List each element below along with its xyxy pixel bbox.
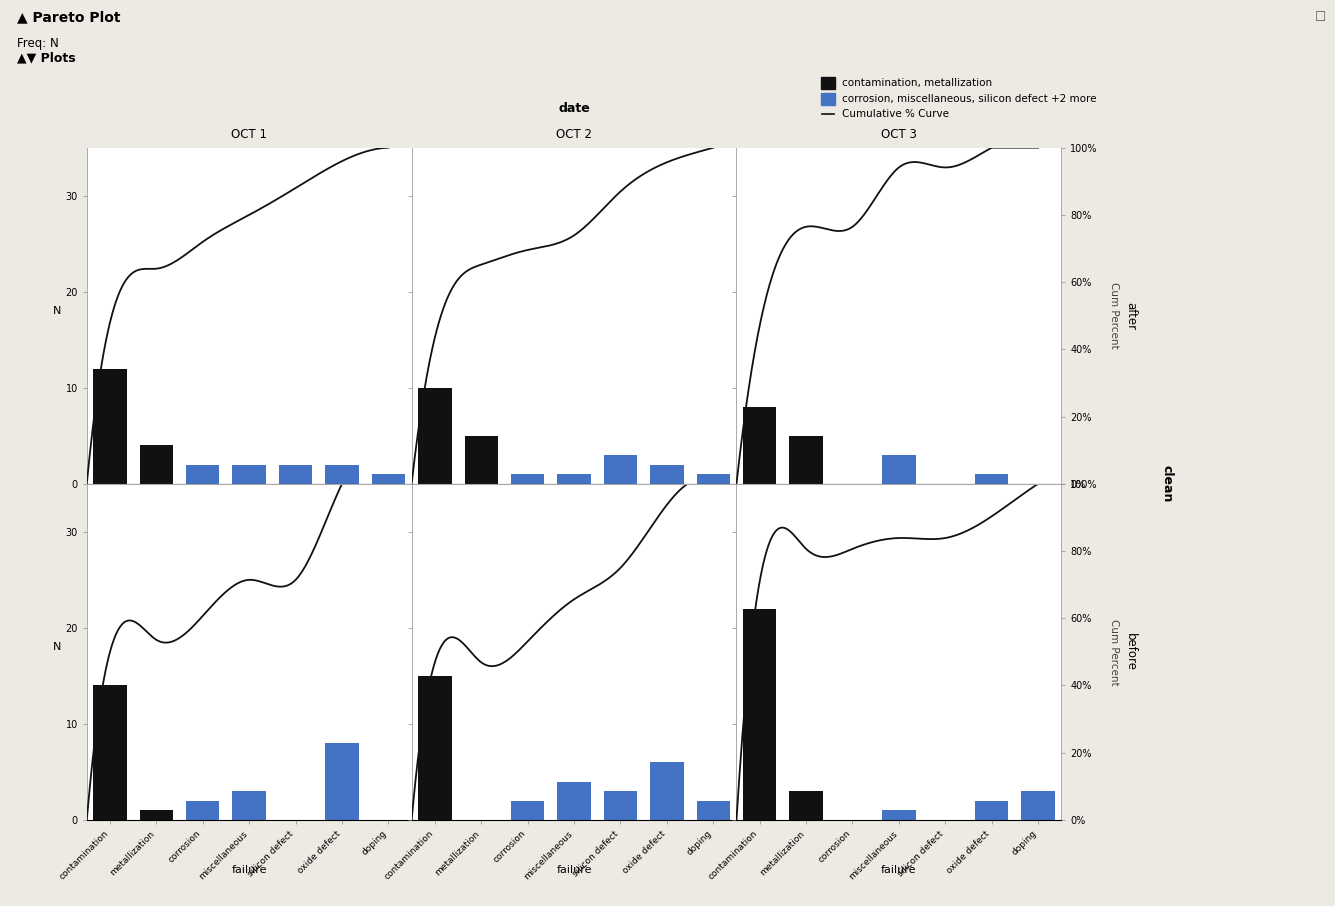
Bar bbox=[650, 762, 684, 820]
Bar bbox=[465, 436, 498, 484]
Y-axis label: N: N bbox=[53, 305, 61, 316]
Bar bbox=[603, 455, 637, 484]
Bar bbox=[697, 474, 730, 484]
Bar bbox=[371, 474, 405, 484]
Bar bbox=[279, 465, 312, 484]
Bar bbox=[1021, 791, 1055, 820]
Bar bbox=[418, 388, 451, 484]
Bar bbox=[975, 474, 1008, 484]
Text: Cum Percent: Cum Percent bbox=[1109, 283, 1119, 349]
Text: Cum Percent: Cum Percent bbox=[1109, 619, 1119, 685]
Text: failure: failure bbox=[881, 864, 917, 875]
Bar bbox=[140, 446, 174, 484]
Text: corrosion, miscellaneous, silicon defect +2 more: corrosion, miscellaneous, silicon defect… bbox=[841, 93, 1096, 103]
Text: OCT 1: OCT 1 bbox=[231, 129, 267, 141]
Text: OCT 2: OCT 2 bbox=[557, 129, 591, 141]
Text: Cumulative % Curve: Cumulative % Curve bbox=[841, 109, 949, 119]
Text: clean: clean bbox=[1160, 465, 1173, 503]
Bar bbox=[603, 791, 637, 820]
Bar bbox=[93, 686, 127, 820]
Text: date: date bbox=[558, 102, 590, 115]
Bar bbox=[882, 455, 916, 484]
Bar bbox=[789, 791, 822, 820]
Bar bbox=[93, 369, 127, 484]
Bar bbox=[557, 782, 591, 820]
Bar bbox=[232, 465, 266, 484]
Bar bbox=[789, 436, 822, 484]
Bar bbox=[975, 801, 1008, 820]
Bar bbox=[882, 810, 916, 820]
Text: after: after bbox=[1124, 302, 1137, 330]
Text: ▲ Pareto Plot: ▲ Pareto Plot bbox=[17, 10, 121, 24]
Bar bbox=[511, 474, 545, 484]
Text: contamination, metallization: contamination, metallization bbox=[841, 78, 992, 89]
Text: before: before bbox=[1124, 633, 1137, 670]
Text: failure: failure bbox=[231, 864, 267, 875]
Bar bbox=[697, 801, 730, 820]
Text: failure: failure bbox=[557, 864, 591, 875]
Bar bbox=[326, 743, 359, 820]
Text: OCT 3: OCT 3 bbox=[881, 129, 917, 141]
Bar bbox=[232, 791, 266, 820]
Text: ▲▼ Plots: ▲▼ Plots bbox=[17, 52, 76, 64]
Bar bbox=[186, 465, 219, 484]
Bar bbox=[650, 465, 684, 484]
Bar bbox=[186, 801, 219, 820]
Bar bbox=[744, 407, 777, 484]
Bar bbox=[511, 801, 545, 820]
Bar bbox=[744, 609, 777, 820]
Bar bbox=[557, 474, 591, 484]
Y-axis label: N: N bbox=[53, 641, 61, 652]
Text: Freq: N: Freq: N bbox=[17, 37, 59, 50]
Bar bbox=[418, 676, 451, 820]
Bar bbox=[140, 810, 174, 820]
Text: ☐: ☐ bbox=[1315, 11, 1326, 24]
Bar bbox=[326, 465, 359, 484]
